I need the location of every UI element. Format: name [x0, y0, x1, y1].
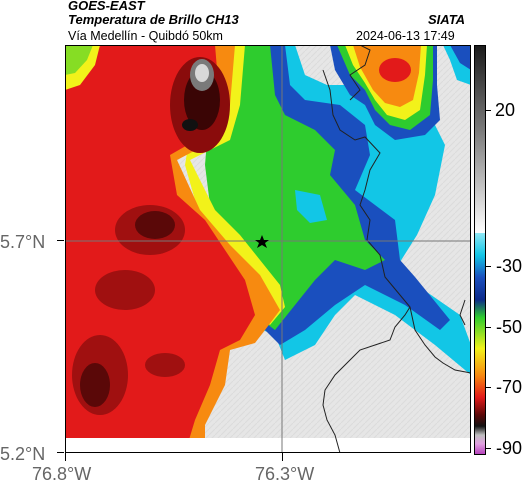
colorbar-tick-minus-90: -90	[496, 438, 523, 458]
coastline	[322, 69, 471, 374]
route-label: Vía Medellín - Quibdó 50km	[68, 29, 223, 43]
border-line	[322, 306, 411, 453]
product-title: Temperatura de Brillo CH13	[68, 12, 239, 27]
colorbar-tick-minus-50: -50	[496, 317, 523, 337]
source-title: GOES-EAST	[68, 0, 145, 13]
colorbar	[474, 45, 486, 455]
lat-tick-5-2: 5.2°N	[0, 444, 46, 464]
datetime-label: 2024-06-13 17:49	[356, 29, 455, 43]
brightness-temperature-map	[65, 45, 471, 453]
lat-tick-5-7: 5.7°N	[0, 232, 46, 252]
organization-label: SIATA	[428, 12, 466, 27]
star-icon	[255, 235, 269, 248]
colorbar-tick-minus-30: -30	[496, 256, 523, 276]
colorbar-tick-minus-70: -70	[496, 377, 523, 397]
colorbar-tick-20: 20	[495, 100, 516, 120]
lon-tick-76-8: 76.8°W	[32, 464, 92, 484]
lon-tick-76-3: 76.3°W	[255, 464, 315, 484]
